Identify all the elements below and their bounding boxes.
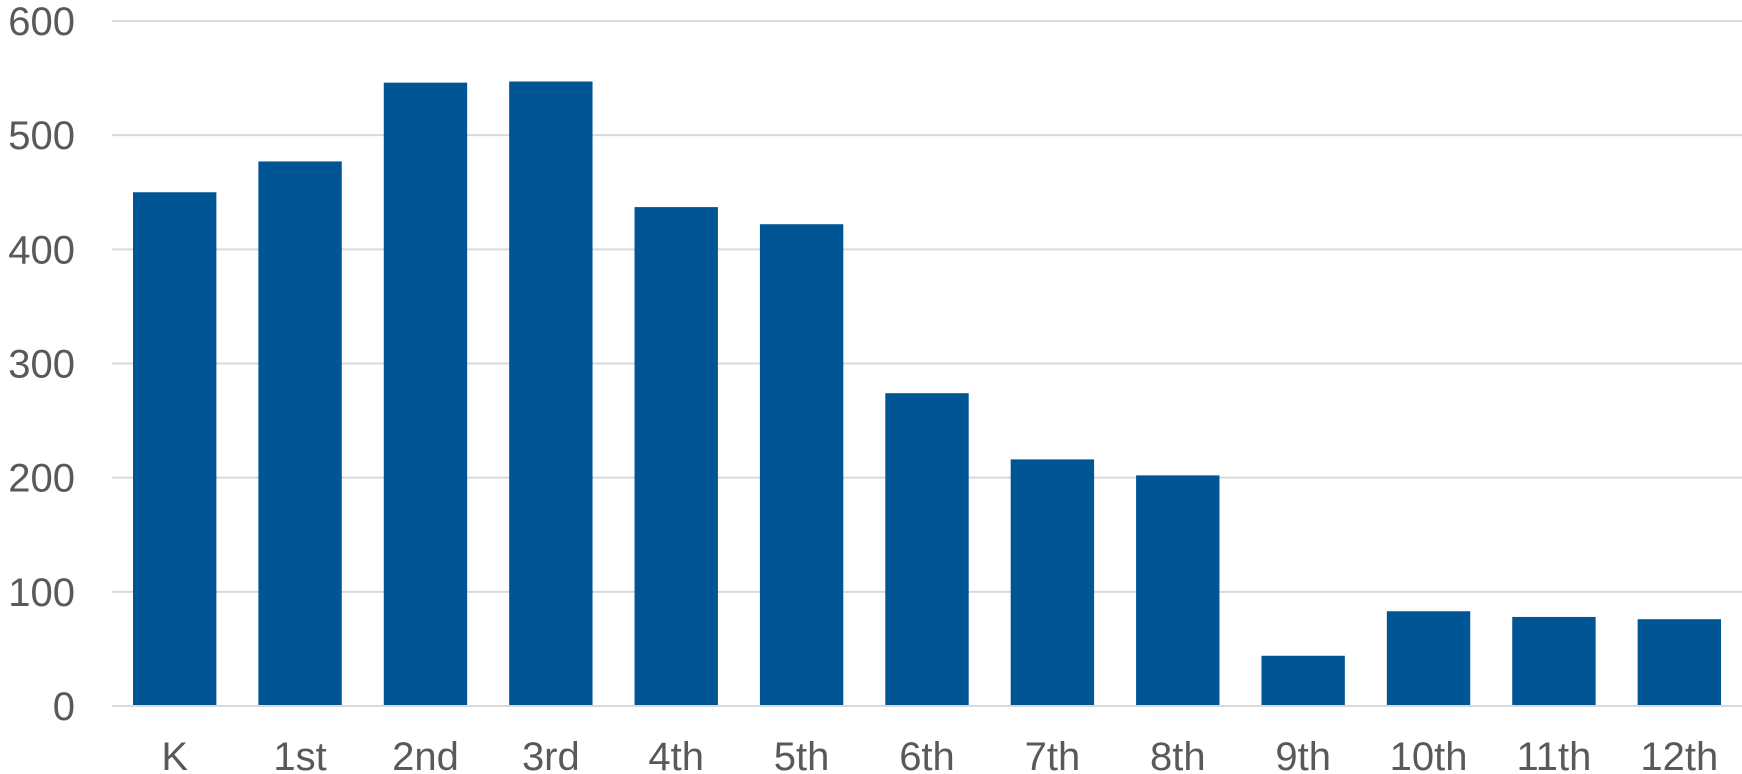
y-tick-label: 0: [53, 685, 75, 729]
y-tick-label: 300: [8, 343, 75, 387]
bar-8th: [1136, 475, 1220, 706]
x-tick-label: 7th: [1025, 735, 1081, 774]
x-tick-label: 11th: [1516, 735, 1591, 774]
bar-6th: [885, 393, 969, 706]
y-tick-label: 400: [8, 228, 75, 272]
y-tick-label: 500: [8, 114, 75, 158]
bar-12th: [1637, 619, 1721, 706]
bar-K: [133, 192, 217, 706]
x-tick-label: 1st: [273, 735, 326, 774]
y-axis-tick-labels: 0 100 200 300 400 500 600: [8, 0, 75, 729]
bar-4th: [634, 207, 718, 706]
x-tick-label: 5th: [774, 735, 830, 774]
y-tick-label: 600: [8, 0, 75, 44]
x-tick-label: K: [161, 735, 188, 774]
bar-11th: [1512, 616, 1596, 706]
bar-10th: [1386, 611, 1471, 706]
x-axis-tick-labels: K 1st 2nd 3rd 4th 5th 6th 7th 8th 9th 10th 11th 12th: [161, 735, 1718, 774]
bar-1st: [258, 161, 342, 707]
gridlines: [112, 20, 1742, 593]
x-tick-label: 6th: [899, 735, 955, 774]
bar-9th: [1261, 655, 1345, 706]
x-tick-label: 9th: [1275, 735, 1331, 774]
x-tick-label: 8th: [1150, 735, 1206, 774]
bar-3rd: [509, 81, 593, 707]
bar-5th: [759, 224, 844, 706]
x-tick-label: 3rd: [522, 735, 580, 774]
y-tick-label: 100: [8, 571, 75, 615]
x-tick-label: 4th: [648, 735, 704, 774]
x-tick-label: 12th: [1640, 735, 1718, 774]
x-tick-label: 2nd: [392, 735, 459, 774]
x-tick-label: 10th: [1390, 735, 1468, 774]
bar-7th: [1010, 459, 1095, 706]
y-tick-label: 200: [8, 457, 75, 501]
bar-2nd: [383, 82, 468, 706]
bars: [133, 81, 1721, 707]
